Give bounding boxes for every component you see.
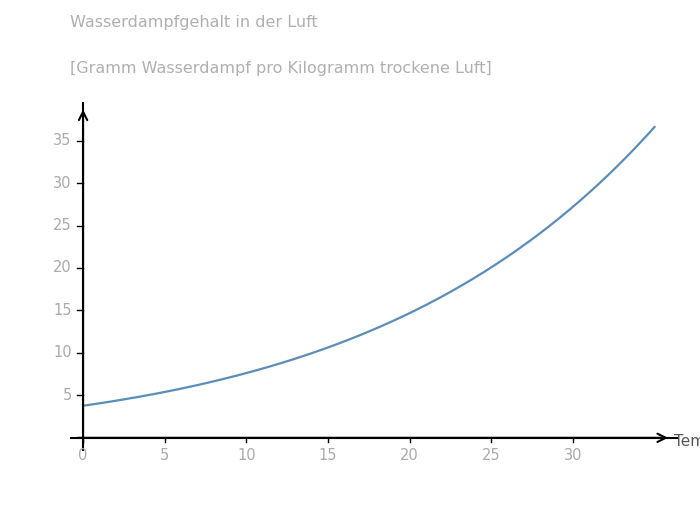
Text: 25: 25 [482,448,500,463]
Text: 5: 5 [62,388,71,403]
Text: [Gramm Wasserdampf pro Kilogramm trockene Luft]: [Gramm Wasserdampf pro Kilogramm trocken… [70,61,491,76]
Text: Temperatur [°C ]: Temperatur [°C ] [674,434,700,449]
Text: 30: 30 [564,448,582,463]
Text: 25: 25 [53,218,71,233]
Text: 0: 0 [78,448,88,463]
Text: 15: 15 [53,303,71,318]
Text: 10: 10 [237,448,256,463]
Text: 10: 10 [53,346,71,360]
Text: 35: 35 [53,133,71,148]
Text: 30: 30 [53,176,71,190]
Text: Wasserdampfgehalt in der Luft: Wasserdampfgehalt in der Luft [70,15,318,30]
Text: 20: 20 [400,448,419,463]
Text: 5: 5 [160,448,169,463]
Text: 15: 15 [318,448,337,463]
Text: 20: 20 [53,261,71,275]
